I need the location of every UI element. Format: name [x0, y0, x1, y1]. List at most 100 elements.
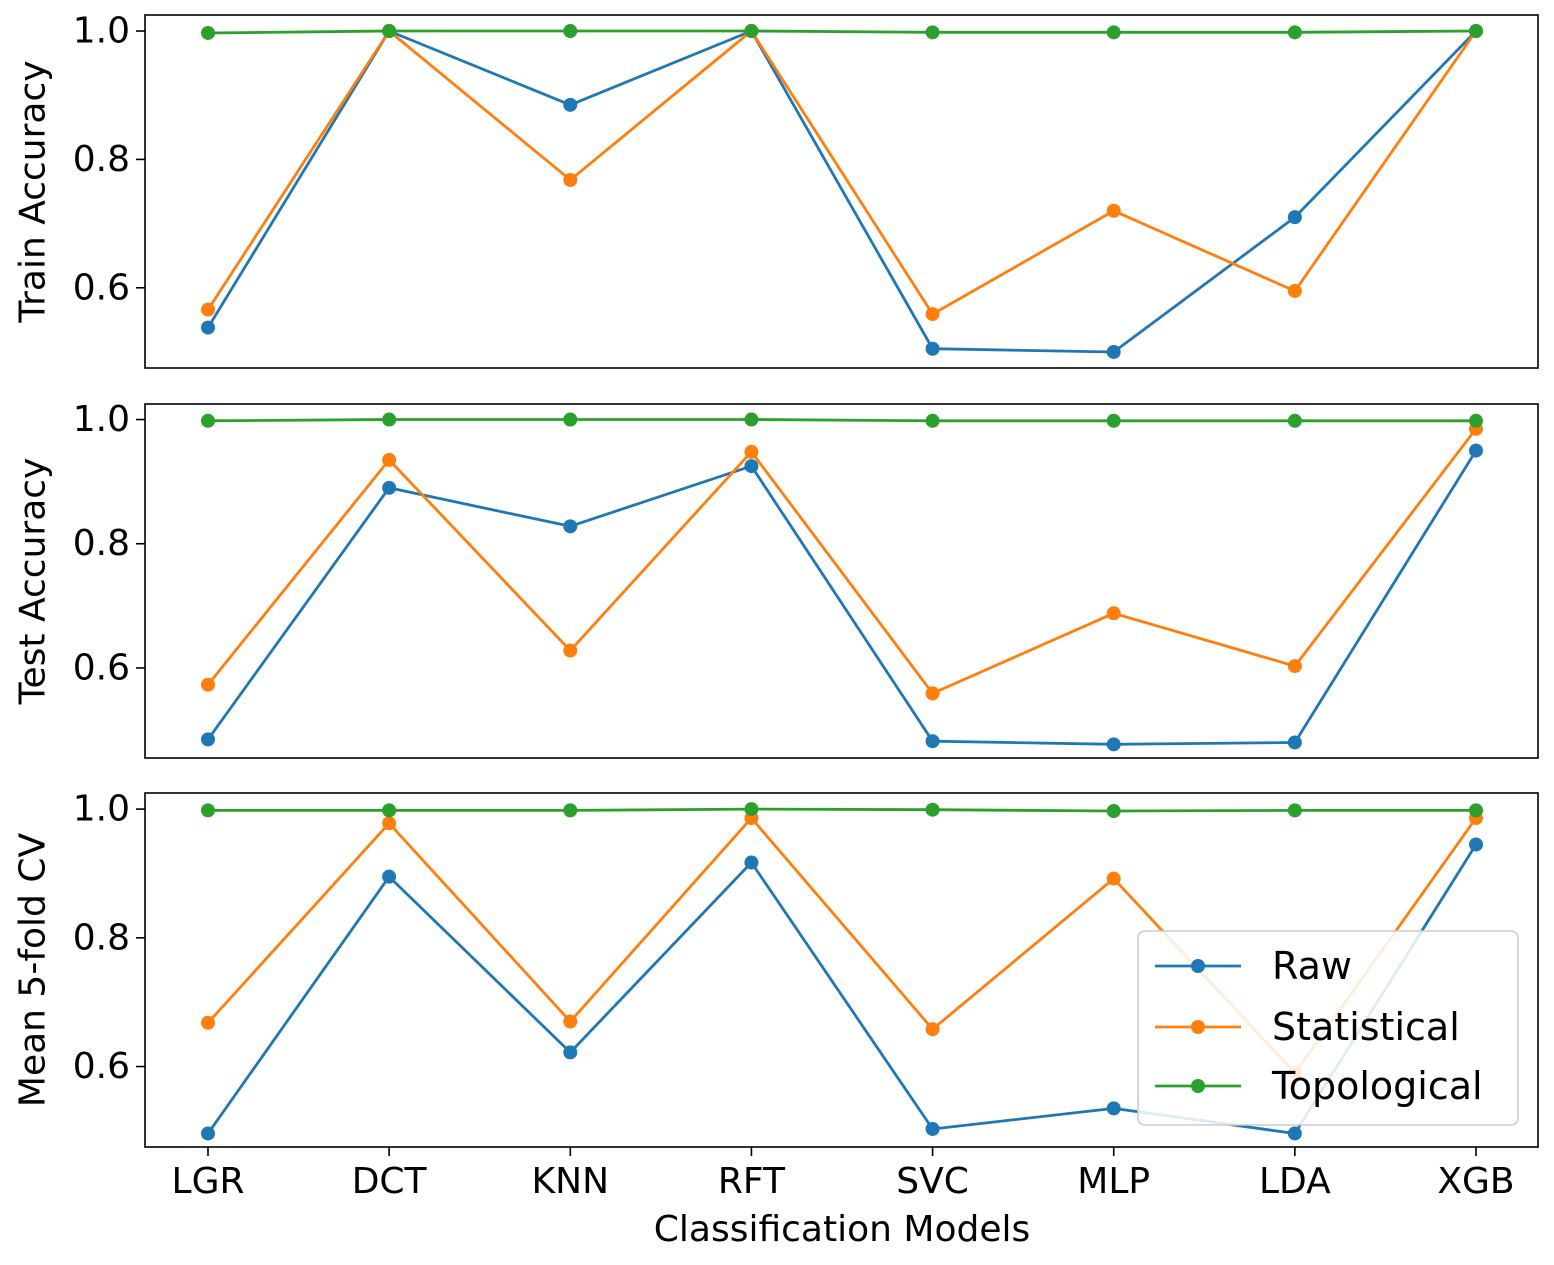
- panel-3-point-topological-lgr: [201, 803, 215, 818]
- panel-2-point-topological-lgr: [201, 413, 215, 428]
- panel-3-point-raw-dct: [382, 869, 397, 884]
- panel-3-point-topological-xgb: [1469, 803, 1483, 818]
- panel-1-point-statistical-svc: [925, 307, 940, 322]
- panel-2-y-tick-label: 0.8: [73, 523, 130, 564]
- panel-2-point-raw-dct: [382, 480, 397, 495]
- panel-1-y-tick-label: 0.6: [73, 267, 130, 308]
- panel-2-point-statistical-rft: [744, 444, 759, 459]
- panel-1-point-topological-dct: [382, 24, 397, 39]
- panel-1-series-line-topological: [206, 29, 1478, 35]
- x-tick-label-lda: LDA: [1259, 1161, 1331, 1202]
- panel-2-series-line-raw: [206, 449, 1478, 746]
- panel-3-series-line-raw: [206, 843, 1478, 1135]
- panel-1-point-topological-svc: [925, 25, 940, 40]
- panel-3-series-line-topological: [206, 807, 1478, 813]
- panel-3-point-statistical-mlp: [1106, 871, 1121, 886]
- panel-2-point-statistical-lda: [1287, 659, 1302, 674]
- x-tick-label-rft: RFT: [718, 1161, 786, 1202]
- panel-3-y-axis-label: Mean 5-fold CV: [13, 833, 54, 1108]
- panel-3-point-topological-lda: [1287, 803, 1302, 818]
- panel-2-point-raw-mlp: [1106, 737, 1121, 752]
- panel-3-y-tick-label: 0.6: [73, 1046, 130, 1087]
- panel-1-point-statistical-lgr: [201, 302, 215, 317]
- legend-swatch-marker-statistical: [1191, 1020, 1205, 1034]
- panel-3-point-raw-knn: [563, 1045, 578, 1060]
- x-tick-label-mlp: MLP: [1077, 1161, 1150, 1202]
- panel-3-point-statistical-dct: [382, 816, 397, 831]
- panel-3-point-topological-svc: [925, 802, 940, 817]
- panel-2-point-statistical-knn: [563, 643, 578, 658]
- panel-2-point-raw-lda: [1287, 735, 1302, 750]
- panel-2-point-raw-xgb: [1469, 443, 1483, 458]
- panel-3-point-topological-mlp: [1106, 804, 1121, 819]
- panel-2-point-topological-xgb: [1469, 413, 1483, 428]
- panel-3-point-statistical-knn: [563, 1014, 578, 1029]
- panel-1-point-statistical-mlp: [1106, 203, 1121, 218]
- panel-2-point-statistical-lgr: [201, 677, 215, 692]
- panel-1-frame: [144, 14, 1539, 369]
- panel-2: 0.6 0.8 1.0 Test Accuracy: [13, 399, 1539, 759]
- panel-1-point-raw-lgr: [201, 320, 215, 335]
- panel-2-point-statistical-svc: [925, 686, 940, 701]
- panel-3-point-statistical-svc: [925, 1022, 940, 1037]
- panel-3-y-tick-label: 0.8: [73, 917, 130, 958]
- panel-2-series-line-statistical: [206, 427, 1478, 695]
- x-tick-label-lgr: LGR: [172, 1161, 245, 1202]
- legend-label-topological: Topological: [1271, 1064, 1483, 1108]
- panel-1-series-line-statistical: [206, 29, 1478, 316]
- panel-2-point-raw-knn: [563, 519, 578, 534]
- panel-2-frame: [144, 403, 1539, 759]
- panel-1-y-tick-label: 1.0: [73, 11, 130, 52]
- panel-2-y-axis-label: Test Accuracy: [13, 458, 54, 706]
- x-tick-label-knn: KNN: [532, 1161, 609, 1202]
- panel-1-point-statistical-lda: [1287, 283, 1302, 298]
- panel-3-point-raw-mlp: [1106, 1101, 1121, 1116]
- panel-2-point-topological-rft: [744, 412, 759, 427]
- x-tick-label-xgb: XGB: [1437, 1161, 1514, 1202]
- panel-2-point-statistical-mlp: [1106, 606, 1121, 621]
- legend-label-raw: Raw: [1272, 944, 1352, 988]
- panel-2-point-topological-mlp: [1106, 413, 1121, 428]
- panel-1-point-raw-mlp: [1106, 344, 1121, 359]
- x-tick-label-dct: DCT: [352, 1161, 428, 1202]
- panel-1-point-topological-mlp: [1106, 25, 1121, 40]
- panel-1-y-axis-label: Train Accuracy: [13, 60, 54, 323]
- legend-swatch-marker-topological: [1191, 1079, 1205, 1093]
- legend-swatch-marker-raw: [1191, 959, 1205, 973]
- panel-1-series-line-raw: [206, 29, 1478, 354]
- panel-1-point-raw-svc: [925, 341, 940, 356]
- panel-2-point-raw-rft: [744, 459, 759, 474]
- panels-group: 0.6 0.8 1.0 Train Accuracy 0.6 0.8 1.0 Test Acc…: [13, 11, 1539, 1148]
- x-axis-label: Classification Models: [654, 1209, 1031, 1250]
- panel-1-point-statistical-knn: [563, 172, 578, 187]
- panel-1: 0.6 0.8 1.0 Train Accuracy: [13, 11, 1539, 369]
- panel-1-point-raw-lda: [1287, 210, 1302, 225]
- panel-3-point-raw-lgr: [201, 1126, 215, 1141]
- panel-2-point-topological-lda: [1287, 413, 1302, 428]
- panel-1-point-topological-rft: [744, 24, 759, 39]
- panel-1-point-topological-knn: [563, 24, 578, 39]
- x-tick-label-svc: SVC: [896, 1161, 969, 1202]
- panel-2-point-raw-svc: [925, 734, 940, 749]
- panel-2-point-topological-knn: [563, 412, 578, 427]
- panel-3-y-tick-label: 1.0: [73, 789, 130, 830]
- panel-3-point-statistical-lgr: [201, 1015, 215, 1030]
- panel-2-point-topological-dct: [382, 412, 397, 427]
- panel-1-point-raw-knn: [563, 97, 578, 112]
- panel-3-point-topological-knn: [563, 803, 578, 818]
- panel-1-y-tick-label: 0.8: [73, 139, 130, 180]
- panel-2-y-tick-label: 0.6: [73, 647, 130, 688]
- panel-3-point-raw-rft: [744, 855, 759, 870]
- panel-2-point-topological-svc: [925, 413, 940, 428]
- panel-3-point-topological-rft: [744, 802, 759, 817]
- panel-3-point-topological-dct: [382, 803, 397, 818]
- legend-box: [1137, 930, 1519, 1126]
- panel-2-y-tick-label: 1.0: [73, 399, 130, 440]
- panel-3-point-raw-lda: [1287, 1126, 1302, 1141]
- panel-3-point-raw-svc: [925, 1121, 940, 1136]
- panel-2-series-line-topological: [206, 418, 1478, 423]
- panel-2-point-raw-lgr: [201, 732, 215, 747]
- panel-1-point-topological-lgr: [201, 25, 215, 40]
- panel-1-point-topological-xgb: [1469, 24, 1483, 39]
